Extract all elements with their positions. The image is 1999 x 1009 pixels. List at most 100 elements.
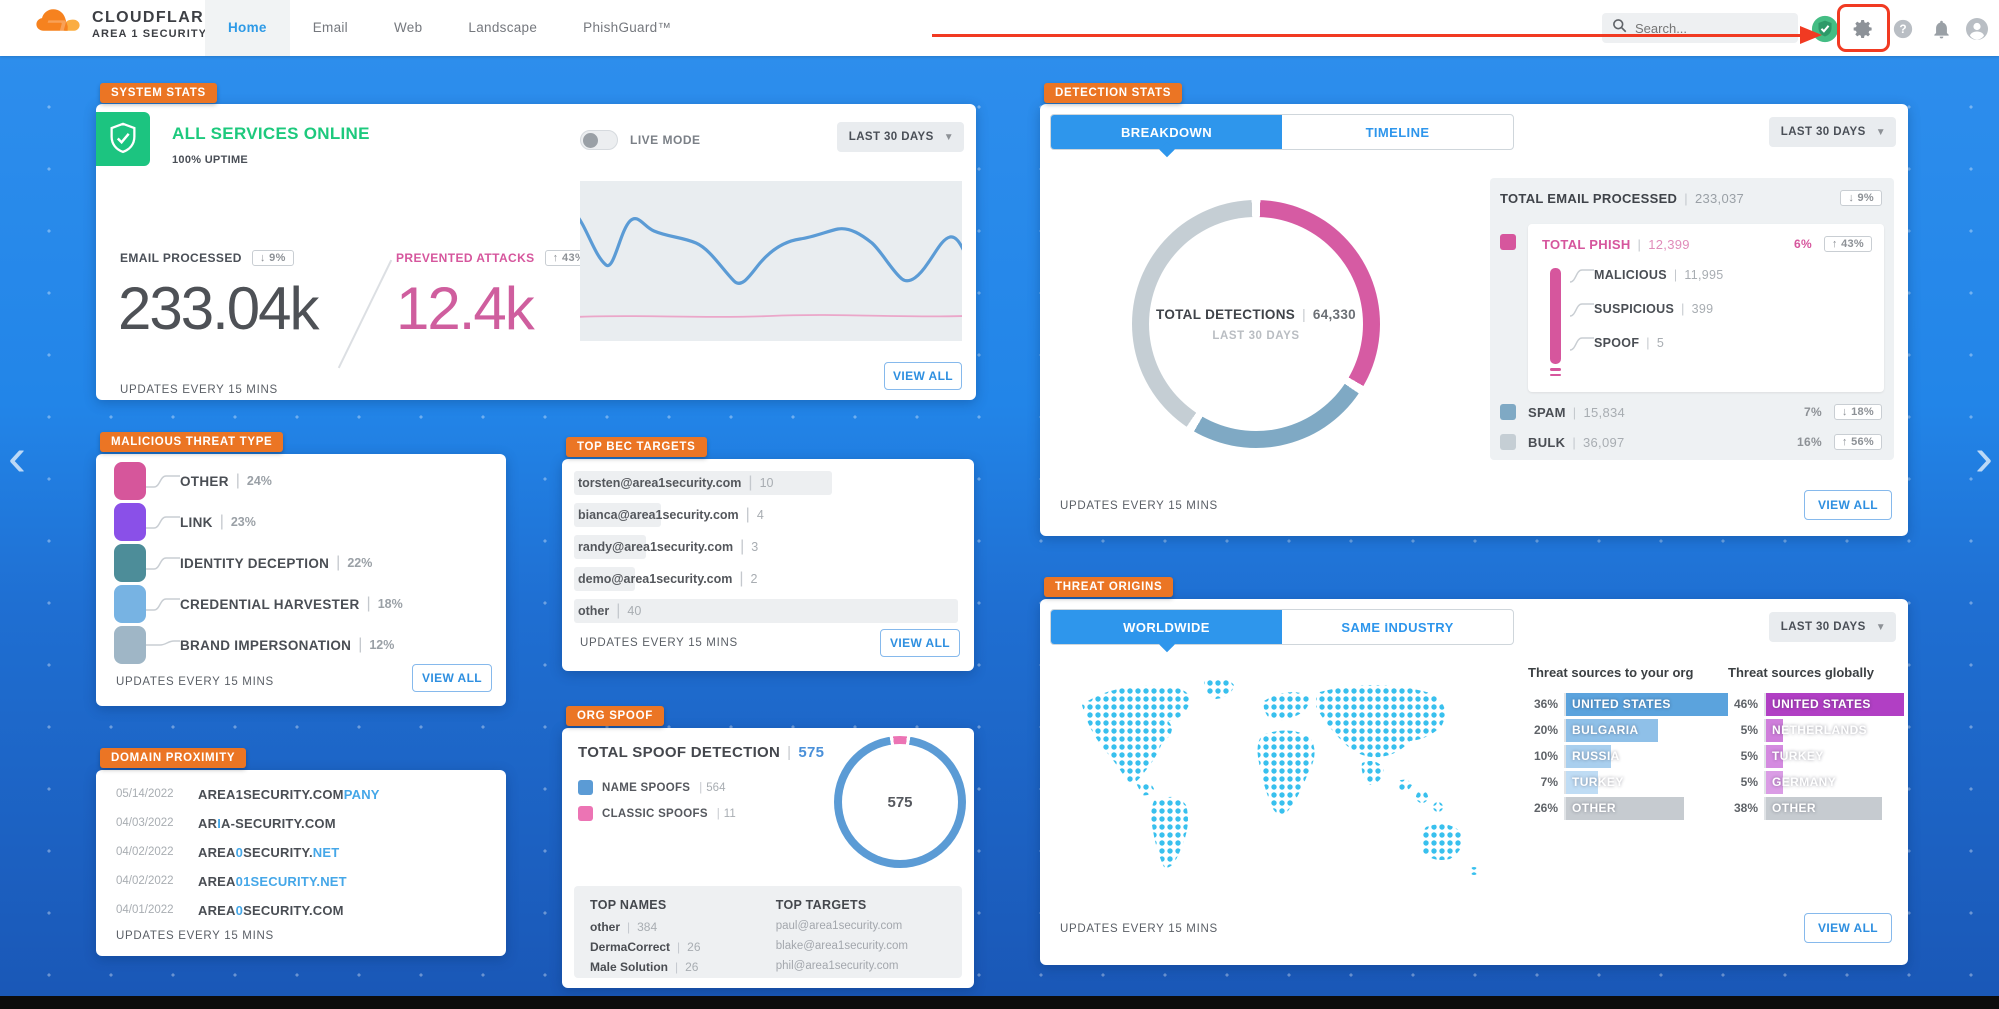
tab-worldwide[interactable]: WORLDWIDE bbox=[1051, 610, 1282, 644]
system-stats-line-chart bbox=[574, 181, 966, 341]
account-user-icon[interactable] bbox=[1962, 14, 1992, 44]
system-stats-range-dropdown[interactable]: LAST 30 DAYS ▼ bbox=[836, 122, 964, 152]
bec-target-row[interactable]: randy@area1security.com | 3 bbox=[574, 533, 958, 561]
connector-line bbox=[1570, 303, 1594, 317]
domain-row[interactable]: 04/03/2022 ARIA-SECURITY.COM bbox=[116, 811, 336, 835]
notifications-bell-icon[interactable] bbox=[1926, 14, 1956, 44]
org-source-row: 10% RUSSIA bbox=[1528, 743, 1728, 769]
tab-breakdown[interactable]: BREAKDOWN bbox=[1051, 115, 1282, 149]
domain-row[interactable]: 04/02/2022 AREA0SECURITY.NET bbox=[116, 840, 339, 864]
threat-swatch bbox=[114, 626, 146, 664]
system-stats-tag: SYSTEM STATS bbox=[100, 83, 217, 103]
system-stats-card: ALL SERVICES ONLINE 100% UPTIME LIVE MOD… bbox=[96, 104, 976, 400]
top-names-header: TOP NAMES bbox=[590, 898, 667, 912]
top-bec-targets-card: torsten@area1security.com | 10 bianca@ar… bbox=[562, 459, 974, 671]
tab-timeline[interactable]: TIMELINE bbox=[1365, 124, 1430, 140]
tab-same-industry[interactable]: SAME INDUSTRY bbox=[1341, 619, 1454, 635]
live-mode-toggle[interactable]: LIVE MODE bbox=[580, 130, 701, 150]
domain-proximity-tag: DOMAIN PROXIMITY bbox=[100, 748, 247, 768]
nav-item-phishguard[interactable]: PhishGuard™ bbox=[583, 20, 672, 35]
threat-swatch bbox=[114, 544, 146, 582]
threat-origins-range-dropdown[interactable]: LAST 30 DAYS ▼ bbox=[1768, 612, 1896, 642]
phish-percent: 6% bbox=[1793, 237, 1812, 251]
domain-proximity-updates-note: UPDATES EVERY 15 MINS bbox=[116, 930, 274, 942]
search-input[interactable] bbox=[1635, 20, 1775, 36]
bec-target-row[interactable]: other | 40 bbox=[574, 597, 958, 625]
total-phish-swatch bbox=[1500, 234, 1516, 250]
bec-target-row[interactable]: torsten@area1security.com | 10 bbox=[574, 469, 958, 497]
total-detections-value: 64,330 bbox=[1312, 306, 1356, 322]
total-spoof-title: TOTAL SPOOF DETECTION | 575 bbox=[578, 744, 825, 761]
email-processed-value: 233.04k bbox=[118, 275, 320, 342]
annotation-arrow-line bbox=[932, 34, 1804, 37]
range-label: LAST 30 DAYS bbox=[1780, 621, 1866, 633]
suspicious-row: SUSPICIOUS | 399 bbox=[1570, 300, 1713, 318]
separator: | bbox=[219, 513, 224, 530]
connector-line bbox=[146, 640, 180, 646]
domain-name: AREA0SECURITY.NET bbox=[198, 844, 340, 860]
threat-origins-view-all-button[interactable]: VIEW ALL bbox=[1804, 913, 1892, 943]
name-spoofs-legend: NAME SPOOFS | 564 bbox=[578, 780, 725, 795]
org-source-row: 36% UNITED STATES bbox=[1528, 691, 1728, 717]
malicious-threat-view-all-button[interactable]: VIEW ALL bbox=[412, 664, 492, 692]
country-bar: UNITED STATES bbox=[1766, 692, 1904, 716]
bulk-swatch bbox=[1500, 434, 1516, 450]
threat-type-row: OTHER | 24% bbox=[114, 462, 272, 500]
chevron-right-icon[interactable]: › bbox=[1975, 427, 1993, 487]
country-bar: UNITED STATES bbox=[1566, 692, 1728, 716]
help-icon[interactable]: ? bbox=[1888, 14, 1918, 44]
separator: | bbox=[336, 554, 341, 571]
total-email-delta-badge: ↓ 9% bbox=[1840, 190, 1882, 206]
brand-logo[interactable]: CLOUDFLARE® AREA 1 SECURITY bbox=[34, 6, 223, 43]
malicious-threat-type-card: OTHER | 24% LINK | 23% IDENTITY DECEPTIO… bbox=[96, 454, 506, 706]
domain-row[interactable]: 04/02/2022 AREA01SECURITY.NET bbox=[116, 869, 347, 893]
shield-check-icon bbox=[96, 112, 150, 166]
search-icon bbox=[1612, 18, 1627, 38]
domain-name: AREA0SECURITY.COM bbox=[198, 902, 344, 918]
annotation-highlight-rectangle bbox=[1837, 4, 1890, 52]
global-source-row: 38% OTHER bbox=[1728, 795, 1908, 821]
spam-percent: 7% bbox=[1803, 405, 1822, 419]
top-name-row: other | 384 bbox=[590, 920, 658, 934]
global-sources-header: Threat sources globally bbox=[1728, 665, 1874, 680]
threat-type-row: IDENTITY DECEPTION | 22% bbox=[114, 544, 372, 582]
bec-target-row[interactable]: demo@area1security.com | 2 bbox=[574, 565, 958, 593]
domain-row[interactable]: 04/01/2022 AREA0SECURITY.COM bbox=[116, 898, 344, 922]
bec-highlight-chip bbox=[574, 567, 635, 591]
domain-row[interactable]: 05/14/2022 AREA1SECURITY.COMPANY bbox=[116, 782, 380, 806]
global-source-row: 5% GERMANY bbox=[1728, 769, 1908, 795]
search-box[interactable] bbox=[1602, 13, 1798, 43]
org-spoof-tag: ORG SPOOF bbox=[566, 706, 664, 726]
chevron-down-icon: ▼ bbox=[1875, 126, 1886, 138]
bec-view-all-button[interactable]: VIEW ALL bbox=[880, 629, 960, 657]
org-source-row: 26% OTHER bbox=[1528, 795, 1728, 821]
separator: | bbox=[1673, 268, 1678, 282]
nav-item-home[interactable]: Home bbox=[205, 0, 290, 56]
settings-gear-icon[interactable] bbox=[1848, 14, 1878, 44]
country-bar: OTHER bbox=[1766, 796, 1882, 820]
malicious-row: MALICIOUS | 11,995 bbox=[1570, 266, 1724, 284]
toggle-pill[interactable] bbox=[580, 130, 618, 150]
nav-item-landscape[interactable]: Landscape bbox=[468, 20, 538, 35]
detection-range-dropdown[interactable]: LAST 30 DAYS ▼ bbox=[1768, 117, 1896, 147]
spam-swatch bbox=[1500, 404, 1516, 420]
nav-item-web[interactable]: Web bbox=[393, 20, 423, 35]
bec-target-row[interactable]: bianca@area1security.com | 4 bbox=[574, 501, 958, 529]
asia-shape bbox=[1316, 685, 1446, 758]
detection-tabbar: BREAKDOWN TIMELINE bbox=[1050, 114, 1514, 150]
separator: | bbox=[1637, 236, 1642, 252]
detection-view-all-button[interactable]: VIEW ALL bbox=[1804, 490, 1892, 520]
name-spoofs-swatch bbox=[578, 780, 593, 795]
country-bar: RUSSIA bbox=[1566, 744, 1619, 768]
spoof-tick bbox=[1550, 374, 1561, 376]
threat-swatch bbox=[114, 503, 146, 541]
separator: | bbox=[739, 570, 744, 587]
bec-highlight-chip bbox=[574, 503, 662, 527]
nav-item-email[interactable]: Email bbox=[312, 20, 348, 35]
separator: | bbox=[1302, 306, 1306, 322]
phish-vertical-bar bbox=[1550, 268, 1561, 364]
brand-text: CLOUDFLARE® AREA 1 SECURITY bbox=[92, 9, 223, 40]
chevron-left-icon[interactable]: ‹ bbox=[8, 427, 26, 487]
system-stats-view-all-button[interactable]: VIEW ALL bbox=[884, 362, 962, 390]
